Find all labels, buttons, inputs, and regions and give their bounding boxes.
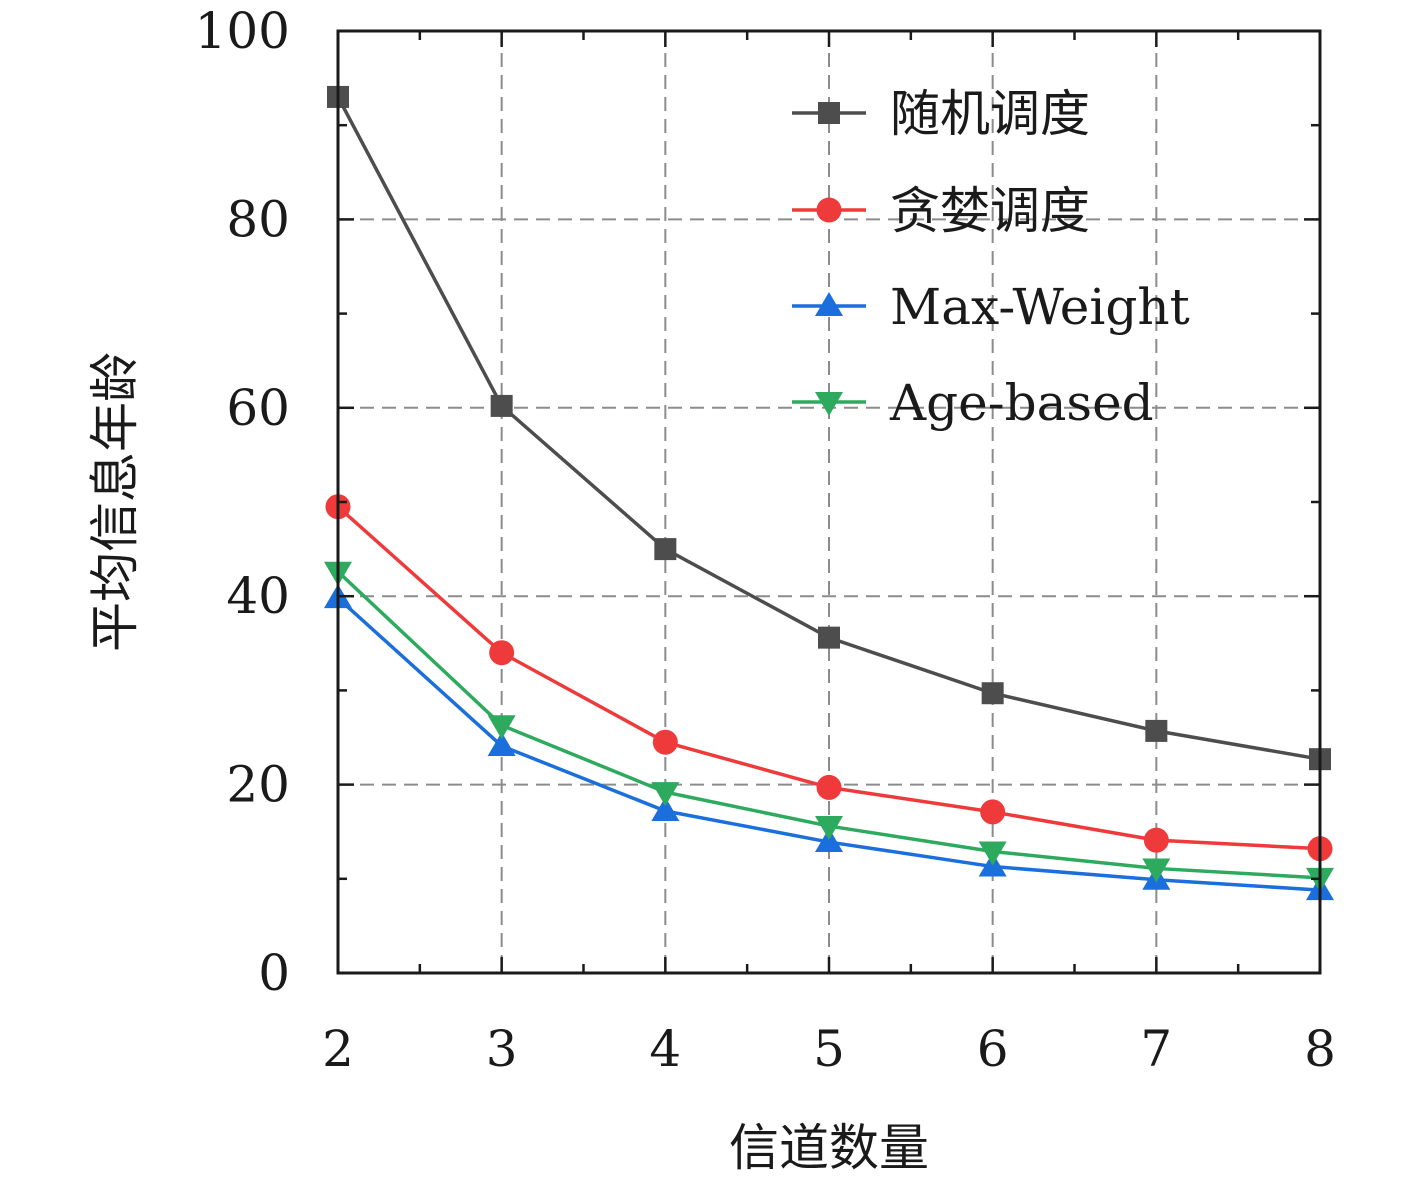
data-point (487, 731, 516, 756)
y-tick-label: 60 (226, 379, 290, 437)
data-point (815, 828, 843, 853)
data-point (1145, 719, 1168, 742)
data-point (490, 394, 513, 417)
legend-item: 随机调度 (792, 85, 1090, 143)
series-4 (324, 561, 1334, 892)
legend-marker (815, 292, 843, 316)
y-tick-label: 0 (258, 944, 290, 1002)
data-point (1143, 827, 1169, 853)
legend-marker (815, 392, 843, 416)
legend-label: 贪婪调度 (890, 182, 1090, 240)
series-layer (324, 85, 1334, 901)
x-axis-title: 信道数量 (729, 1119, 929, 1177)
x-tick-label: 5 (813, 1020, 845, 1078)
x-tick-label: 2 (322, 1020, 354, 1078)
legend-marker (818, 102, 840, 124)
y-tick-label: 100 (195, 2, 290, 60)
data-point (818, 626, 840, 649)
legend-label: 随机调度 (890, 85, 1090, 143)
data-point (487, 715, 516, 740)
data-point (815, 816, 843, 841)
y-tick-label: 20 (226, 756, 290, 814)
y-tick-label: 40 (226, 567, 290, 625)
legend-label: Max-Weight (890, 278, 1190, 336)
data-point (652, 729, 678, 755)
series-1 (327, 85, 1331, 771)
data-point (489, 640, 515, 666)
y-axis-title: 平均信息年龄 (86, 352, 144, 652)
x-tick-label: 4 (649, 1020, 681, 1078)
y-tick-label: 80 (226, 190, 290, 248)
x-tick-label: 3 (486, 1020, 518, 1078)
data-point (1142, 858, 1171, 883)
legend-marker (816, 197, 842, 223)
data-point (980, 799, 1006, 825)
data-point (651, 782, 680, 807)
data-point (978, 841, 1007, 866)
x-tick-label: 7 (1140, 1020, 1172, 1078)
legend-item: Age-based (792, 374, 1154, 432)
data-point (981, 682, 1004, 705)
legend-label: Age-based (889, 374, 1154, 432)
data-point (651, 796, 680, 821)
data-point (654, 538, 677, 561)
data-point (816, 774, 842, 800)
legend-item: Max-Weight (792, 278, 1190, 336)
x-tick-label: 8 (1304, 1020, 1336, 1078)
x-tick-label: 6 (977, 1020, 1009, 1078)
series-2 (325, 494, 1333, 862)
legend-item: 贪婪调度 (792, 182, 1090, 240)
